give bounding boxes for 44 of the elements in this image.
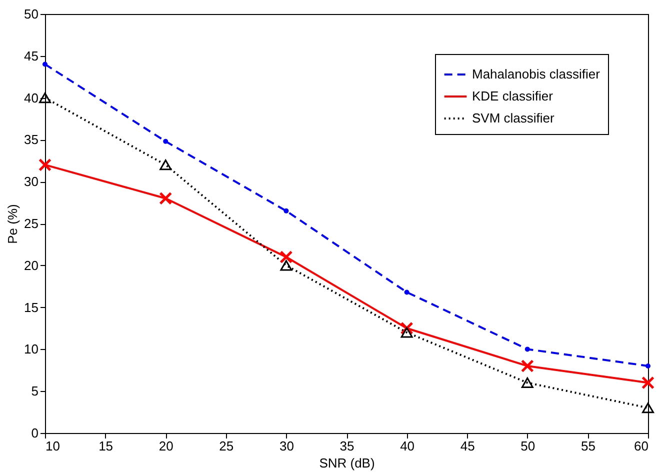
point (159, 192, 172, 205)
point (524, 346, 530, 352)
y-tick-label: 10 (24, 342, 38, 357)
x-tick-label: 10 (46, 438, 60, 454)
x-tick-label: 60 (634, 438, 648, 454)
x-tick-label: 15 (98, 438, 114, 454)
point (521, 377, 534, 388)
x-tick-label: 50 (520, 438, 536, 454)
y-tick-label: 40 (24, 90, 38, 106)
y-tick-label: 15 (24, 300, 38, 315)
point (42, 62, 48, 67)
legend-label: SVM classifier (472, 110, 556, 126)
y-axis-title: Pe (%) (5, 204, 20, 244)
y-tick-label: 20 (24, 258, 38, 273)
point (520, 359, 534, 372)
x-tick-label: 25 (219, 438, 234, 454)
x-tick-label: 45 (460, 438, 475, 454)
point (646, 363, 650, 368)
point (160, 160, 172, 170)
point (284, 208, 289, 214)
x-tick-label: 55 (580, 438, 596, 454)
x-axis-title: SNR (dB) (319, 456, 375, 470)
point (39, 92, 51, 104)
point (642, 402, 654, 414)
y-tick-label: 30 (24, 174, 38, 190)
x-tick-label: 40 (400, 438, 415, 454)
point (400, 327, 413, 338)
y-tick-label: 5 (31, 384, 38, 399)
point (280, 250, 293, 264)
x-tick-label: 35 (340, 438, 354, 454)
point (163, 138, 168, 144)
y-tick-label: 0 (31, 426, 38, 440)
point (280, 260, 292, 271)
x-tick-label: 30 (279, 438, 294, 454)
y-tick-label: 50 (24, 6, 38, 22)
y-tick-label: 35 (24, 132, 38, 148)
point (38, 158, 52, 172)
legend-label: KDE classifier (472, 88, 554, 104)
point (642, 376, 654, 390)
legend-label: Mahalanobis classifier (472, 66, 601, 82)
y-tick-label: 25 (24, 216, 38, 231)
x-tick-label: 20 (158, 438, 174, 454)
y-tick-label: 45 (24, 48, 38, 64)
point (404, 290, 410, 295)
